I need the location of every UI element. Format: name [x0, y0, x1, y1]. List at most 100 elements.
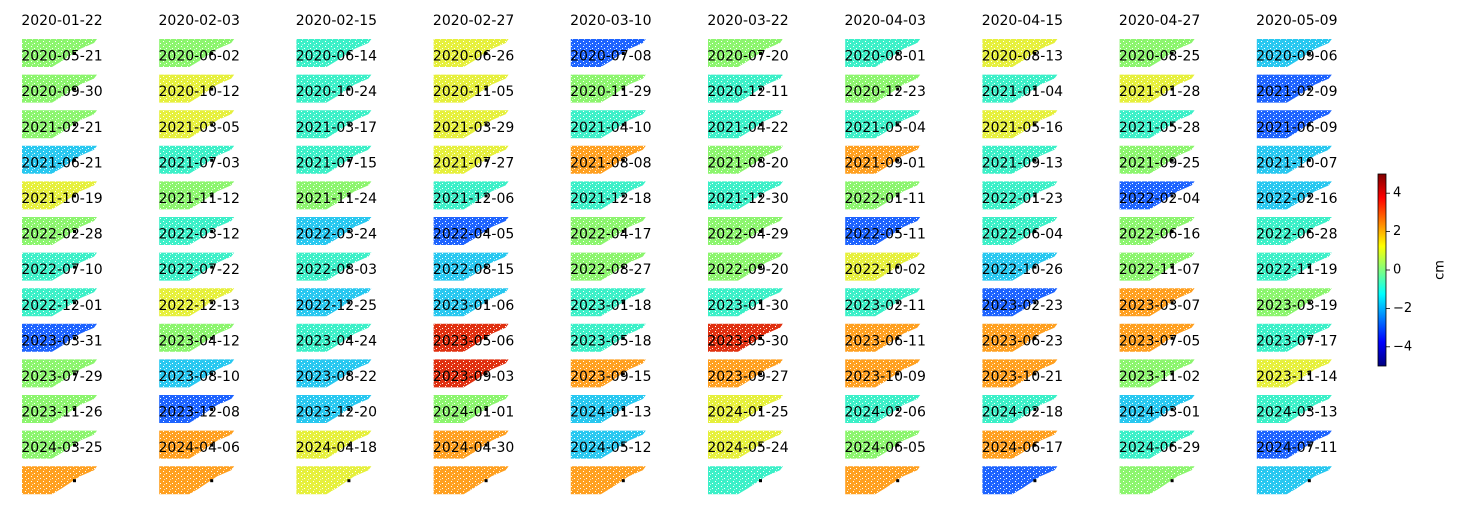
- panel-title: 2023-09-27: [707, 369, 788, 385]
- panel-title: 2021-12-30: [707, 191, 788, 207]
- panel: 2023-09-03: [433, 369, 514, 423]
- reference-point: [759, 158, 762, 162]
- panel-title: 2022-08-15: [433, 262, 514, 278]
- panel: 2021-06-21: [21, 155, 103, 210]
- panel-title: 2022-11-19: [1256, 262, 1337, 278]
- panel: 2023-04-24: [296, 333, 377, 388]
- panel: 2021-07-27: [433, 155, 514, 210]
- panel-title: 2020-04-03: [845, 13, 926, 29]
- panel: 2021-11-24: [296, 191, 377, 245]
- panel: 2023-03-31: [21, 333, 103, 388]
- reference-point: [347, 265, 351, 269]
- panel: 2021-05-04: [845, 120, 926, 174]
- panel: 2022-08-27: [570, 262, 651, 317]
- panel: 2023-06-23: [982, 333, 1063, 388]
- panel-title: 2021-07-15: [296, 155, 377, 171]
- panel-title: 2024-05-24: [707, 440, 788, 456]
- map-speckle: [845, 252, 921, 281]
- panel-title: 2024-06-17: [982, 440, 1063, 456]
- panel: 2020-02-27: [433, 13, 514, 67]
- panel-title: 2021-09-13: [982, 155, 1063, 171]
- map-speckle: [1119, 430, 1195, 459]
- map-speckle: [708, 252, 783, 281]
- map-speckle: [159, 359, 235, 388]
- reference-point: [1170, 479, 1174, 483]
- reference-point: [210, 194, 214, 198]
- panel: 2021-08-08: [570, 155, 651, 210]
- panel: 2022-04-05: [433, 227, 514, 281]
- panel-title: 2021-05-28: [1119, 120, 1200, 136]
- panel: 2022-01-23: [982, 191, 1063, 245]
- panel: 2024-03-13: [1256, 405, 1337, 459]
- panel-title: 2023-04-24: [296, 333, 377, 349]
- panel-title: 2020-01-22: [21, 13, 102, 29]
- map-speckle: [1256, 323, 1332, 352]
- panel-title: 2020-02-15: [296, 13, 377, 29]
- panel-title: 2022-03-24: [296, 227, 377, 243]
- map-speckle: [1119, 39, 1195, 67]
- panel: 2024-04-06: [159, 440, 240, 495]
- map-speckle: [22, 181, 97, 210]
- panel: 2021-11-12: [159, 191, 240, 245]
- panel: 2020-04-03: [845, 13, 926, 67]
- panel-title: 2023-11-26: [21, 405, 102, 421]
- panel-title: 2021-06-09: [1256, 120, 1337, 136]
- reference-point: [896, 301, 900, 305]
- reference-point: [1170, 336, 1174, 340]
- panel: 2020-04-15: [982, 13, 1063, 67]
- panel: 2020-07-20: [707, 49, 789, 103]
- panel-title: 2022-04-29: [707, 227, 788, 243]
- reference-point: [621, 479, 625, 483]
- reference-point: [484, 194, 488, 198]
- panel: 2020-10-24: [296, 84, 377, 139]
- map-speckle: [433, 39, 509, 67]
- panel: 2024-06-17: [982, 440, 1063, 495]
- reference-point: [759, 194, 762, 198]
- panel: 2024-05-12: [570, 440, 651, 495]
- panel: 2024-01-25: [707, 405, 789, 459]
- panel-title: 2021-12-06: [433, 191, 514, 207]
- panel: 2023-10-21: [982, 369, 1063, 423]
- map-speckle: [159, 395, 235, 423]
- panel: 2020-11-29: [570, 84, 651, 139]
- panel-title: 2024-01-01: [433, 405, 514, 421]
- reference-point: [896, 265, 900, 269]
- map-speckle: [296, 181, 372, 210]
- panel: 2023-03-07: [1119, 298, 1200, 352]
- reference-point: [759, 479, 762, 483]
- panel-title: 2021-11-12: [159, 191, 240, 207]
- panel: 2023-12-08: [159, 405, 240, 459]
- panels: 2020-01-22 2020-02-03 2020-02-15 2020-02-27…: [21, 13, 1338, 495]
- panel-title: 2021-02-21: [21, 120, 102, 136]
- map-speckle: [982, 110, 1058, 139]
- reference-point: [621, 372, 625, 376]
- panel: 2024-03-25: [21, 440, 103, 495]
- reference-point: [484, 336, 488, 340]
- panel-title: 2021-06-21: [21, 155, 102, 171]
- reference-point: [896, 194, 900, 198]
- panel-title: 2020-09-30: [21, 84, 102, 100]
- panel-title: 2022-06-16: [1119, 227, 1200, 243]
- map-speckle: [982, 39, 1058, 67]
- panel: 2022-11-07: [1119, 262, 1200, 317]
- map-speckle: [982, 466, 1058, 495]
- panel-title: 2021-01-28: [1119, 84, 1200, 100]
- map-speckle: [159, 217, 235, 245]
- panel: 2021-09-25: [1119, 155, 1200, 210]
- panel-title: 2022-01-11: [845, 191, 926, 207]
- panel-title: 2023-05-06: [433, 333, 514, 349]
- reference-point: [896, 123, 900, 127]
- panel-title: 2021-03-05: [159, 120, 240, 136]
- map-speckle: [708, 288, 783, 317]
- panel: 2022-03-24: [296, 227, 377, 281]
- panel-title: 2020-07-08: [570, 49, 651, 65]
- map-speckle: [433, 181, 509, 210]
- reference-point: [210, 230, 214, 233]
- map-speckle: [570, 110, 646, 139]
- panel: 2023-10-09: [845, 369, 926, 423]
- panel-title: 2024-03-01: [1119, 405, 1200, 421]
- panel: 2023-09-15: [570, 369, 651, 423]
- panel: 2022-11-19: [1256, 262, 1337, 317]
- panel: 2021-01-04: [982, 84, 1063, 139]
- panel: 2022-08-15: [433, 262, 514, 317]
